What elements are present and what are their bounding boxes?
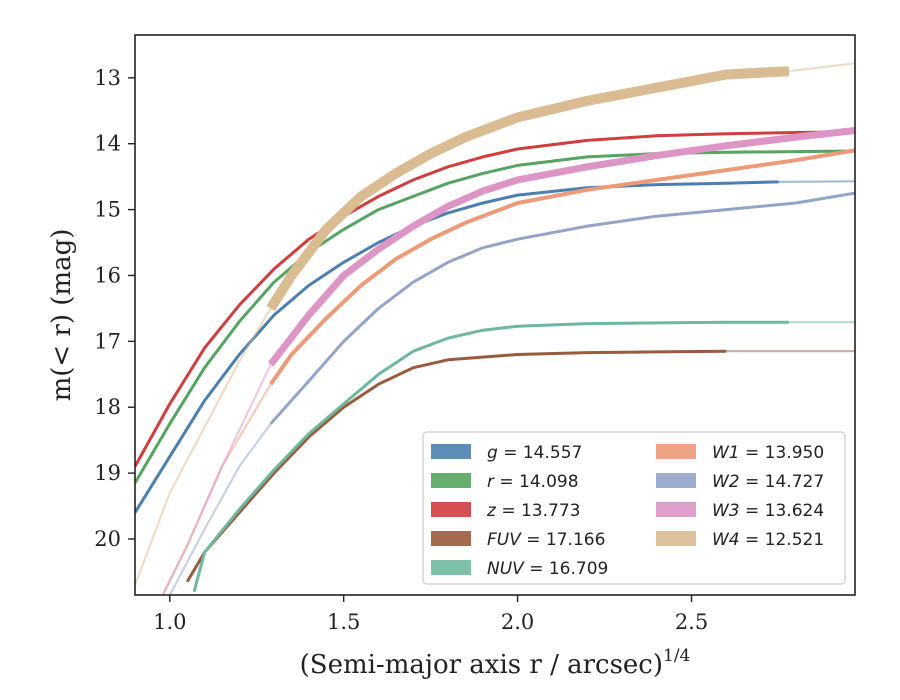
legend-swatch-FUV — [431, 531, 471, 546]
y-tick-label: 13 — [94, 66, 121, 90]
y-tick-label: 17 — [94, 329, 121, 353]
legend-swatch-g — [431, 444, 471, 459]
x-tick-label: 1.5 — [327, 610, 360, 634]
y-tick-label: 18 — [94, 395, 121, 419]
legend-swatch-W4 — [656, 531, 696, 546]
plot-frame — [134, 34, 856, 596]
series-line-z — [135, 130, 855, 468]
legend-label-FUV: FUV = 17.166 — [487, 530, 605, 550]
legend-box — [422, 431, 846, 585]
series-line-NUV — [192, 320, 789, 593]
series-extension-W2 — [168, 423, 272, 595]
legend-swatch-W3 — [656, 502, 696, 517]
series-extension-W4 — [135, 62, 855, 586]
legend-label-W2: W2 = 14.727 — [712, 472, 824, 492]
x-tick-label: 2.0 — [501, 610, 534, 634]
y-tick-label: 16 — [94, 263, 121, 287]
x-tick-label: 1.0 — [153, 610, 186, 634]
series-extension-W3 — [161, 363, 272, 595]
legend-label-r: r = 14.098 — [487, 472, 579, 492]
legend-swatch-W1 — [656, 444, 696, 459]
legend: g = 14.557 r = 14.098 z = 13.773 FUV = 17.1… — [422, 431, 846, 585]
legend-swatch-W2 — [656, 473, 696, 488]
legend-label-W1: W1 = 13.950 — [712, 443, 824, 463]
y-tick-label: 20 — [94, 527, 121, 551]
y-tick-label: 19 — [94, 461, 121, 485]
x-tick-label: 2.5 — [675, 610, 708, 634]
legend-label-W4: W4 = 12.521 — [712, 530, 824, 550]
legend-swatch-r — [431, 473, 471, 488]
series-line-W2 — [269, 191, 855, 425]
y-axis-label: m(< r) (mag) — [47, 229, 77, 402]
legend-label-z: z = 13.773 — [486, 501, 580, 521]
x-axis-label: (Semi-major axis r / arcsec)1/4 — [300, 646, 691, 680]
series-line-W3 — [267, 127, 855, 367]
series-extension-g — [778, 180, 855, 183]
series-line-FUV — [185, 349, 727, 583]
series-line-W4 — [266, 66, 790, 312]
y-tick-label: 15 — [94, 198, 121, 222]
legend-swatch-NUV — [431, 560, 471, 575]
legend-swatch-z — [431, 502, 471, 517]
series-layer — [135, 62, 855, 595]
ticks-layer: 1.0 1.5 2.0 2.5 13 14 15 16 17 18 19 20 — [94, 66, 708, 634]
series-line-W1 — [269, 148, 855, 386]
legend-label-NUV: NUV = 16.709 — [487, 559, 608, 579]
y-tick-label: 14 — [94, 132, 121, 156]
legend-label-W3: W3 = 13.624 — [712, 501, 824, 521]
legend-label-g: g = 14.557 — [487, 443, 582, 463]
